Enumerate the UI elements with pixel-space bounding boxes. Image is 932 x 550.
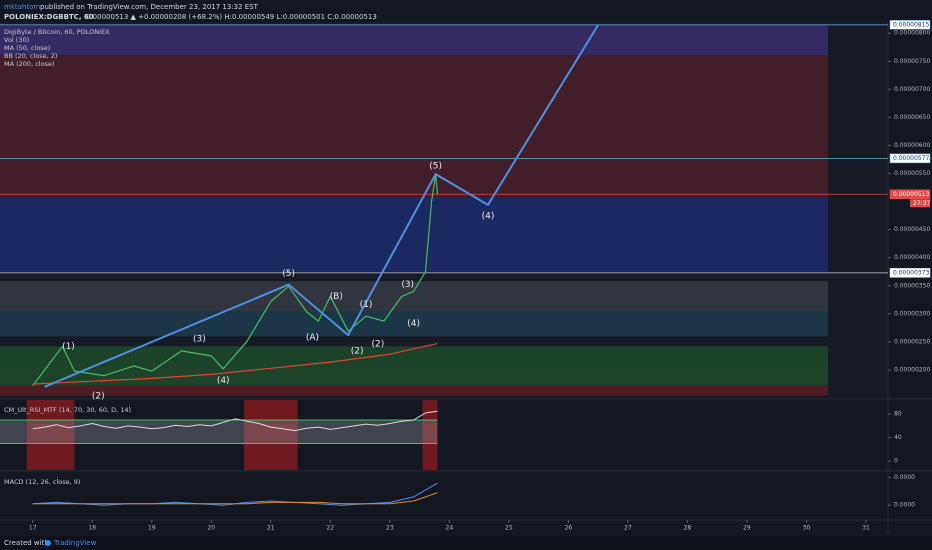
price-tag-label: 0.00000815 xyxy=(893,21,929,28)
footer-bar xyxy=(0,536,932,550)
y-tick-label: 0 xyxy=(894,458,898,465)
price-tag xyxy=(889,189,931,200)
fib-zone xyxy=(0,366,828,386)
wave-label: (2) xyxy=(351,346,364,356)
fib-zone xyxy=(0,346,828,367)
quote: 0.00000513 ▲ +0.00000208 (+68.2%) H:0.00… xyxy=(86,13,377,21)
x-tick-label: 31 xyxy=(862,525,870,532)
indicator-legend: BB (20, close, 2) xyxy=(4,52,57,60)
wave-label: (2) xyxy=(92,391,105,401)
fib-zone xyxy=(0,311,828,337)
pane-title: CM_Ult_RSI_MTF (14, 70, 30, 60, D, 14) xyxy=(4,406,131,414)
rsi-band xyxy=(0,420,438,444)
x-tick-label: 29 xyxy=(743,525,751,532)
wave-label: (B) xyxy=(330,292,343,302)
wave-label: (3) xyxy=(193,335,206,345)
x-tick-label: 19 xyxy=(148,525,156,532)
wave-label: (2) xyxy=(372,340,385,350)
price-tag xyxy=(889,153,931,164)
countdown-tag xyxy=(910,199,930,208)
price-tag xyxy=(889,20,931,30)
price-tag-label: 0.00000373 xyxy=(893,269,929,276)
y-tick-label: 0.00000550 xyxy=(894,170,930,177)
y-tick-label: 80 xyxy=(894,411,902,418)
x-tick-label: 28 xyxy=(684,525,692,532)
wave-label: (5) xyxy=(429,162,442,172)
y-tick-label: 0.00000700 xyxy=(894,86,930,93)
y-tick-label: 0.00000650 xyxy=(894,114,930,121)
y-tick-label: 0.0000 xyxy=(894,474,915,481)
fib-zone xyxy=(0,281,828,312)
countdown: 27:37 xyxy=(913,200,930,207)
y-tick-label: 0.00000400 xyxy=(894,254,930,261)
published: published on TradingView.com, December 2… xyxy=(40,3,259,11)
y-tick-label: 0.0000 xyxy=(894,502,915,509)
footer-brand[interactable]: TradingView xyxy=(53,539,97,547)
x-tick-label: 24 xyxy=(446,525,454,532)
series-line xyxy=(44,24,600,388)
price-tag-label: 0.00000577 xyxy=(893,155,929,162)
indicator-legend: MA (50, close) xyxy=(4,44,50,52)
author[interactable]: mktahtom xyxy=(4,3,40,11)
pane-title: MACD (12, 26, close, 9) xyxy=(4,478,80,486)
wave-label: (1) xyxy=(360,300,373,310)
y-tick-label: 0.00000250 xyxy=(894,338,930,345)
wave-label: (4) xyxy=(217,376,230,386)
series-line xyxy=(32,492,438,505)
x-tick-label: 30 xyxy=(803,525,811,532)
x-tick-label: 20 xyxy=(207,525,215,532)
y-tick-label: 40 xyxy=(894,434,902,441)
price-tag-label: 0.00000513 xyxy=(893,191,929,198)
wave-label: (5) xyxy=(282,269,295,279)
x-tick-label: 21 xyxy=(267,525,275,532)
y-tick-label: 0.00000600 xyxy=(894,142,930,149)
overbought-shade xyxy=(26,400,75,470)
overbought-shade xyxy=(244,400,298,470)
fib-zone xyxy=(0,385,828,396)
y-tick-label: 0.00000800 xyxy=(894,30,930,37)
y-tick-label: 0.00000350 xyxy=(894,282,930,289)
series-line xyxy=(32,173,439,387)
wave-label: (3) xyxy=(401,280,414,290)
symbol: POLONIEX:DGBBTC, 60 xyxy=(4,13,94,21)
y-tick-label: 0.00000750 xyxy=(894,58,930,65)
x-tick-label: 18 xyxy=(88,525,96,532)
fib-zone xyxy=(0,197,828,272)
x-tick-label: 17 xyxy=(29,525,37,532)
footer-created: Created with xyxy=(4,539,49,547)
wave-label: (A) xyxy=(306,333,319,343)
x-tick-label: 27 xyxy=(624,525,632,532)
x-tick-label: 22 xyxy=(327,525,335,532)
price-tag xyxy=(889,268,931,278)
wave-label: (1) xyxy=(62,342,75,352)
indicator-legend: Vol (30) xyxy=(4,36,29,44)
fib-zone xyxy=(0,24,828,56)
x-tick-label: 23 xyxy=(386,525,394,532)
wave-label: (4) xyxy=(407,319,420,329)
wave-label: (4) xyxy=(482,212,495,222)
series-line xyxy=(32,410,438,432)
overbought-shade xyxy=(422,400,438,470)
logo xyxy=(45,540,51,546)
fib-zone xyxy=(0,55,828,198)
x-tick-label: 26 xyxy=(565,525,573,532)
indicator-legend: MA (200, close) xyxy=(4,60,54,68)
y-tick-label: 0.00000300 xyxy=(894,310,930,317)
y-tick-label: 0.00000200 xyxy=(894,366,930,373)
y-tick-label: 0.00000450 xyxy=(894,226,930,233)
pane-title: DigiByte / Bitcoin, 60, POLONIEX xyxy=(4,28,110,36)
x-tick-label: 25 xyxy=(505,525,513,532)
series-line xyxy=(32,343,438,385)
